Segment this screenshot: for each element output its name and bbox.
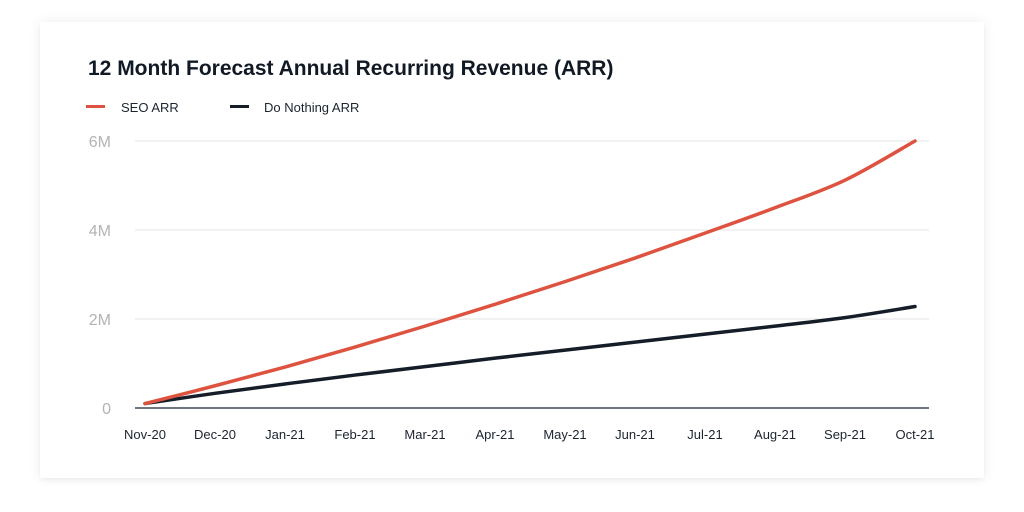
x-tick-label: Feb-21: [334, 427, 375, 442]
x-tick-label: Apr-21: [475, 427, 514, 442]
x-tick-label: Mar-21: [404, 427, 445, 442]
x-tick-label: Jul-21: [687, 427, 722, 442]
x-tick-label: Nov-20: [124, 427, 166, 442]
x-tick-label: Jan-21: [265, 427, 305, 442]
arr-forecast-chart: 12 Month Forecast Annual Recurring Reven…: [86, 57, 935, 442]
x-tick-label: Sep-21: [824, 427, 866, 442]
x-tick-label: Aug-21: [754, 427, 796, 442]
legend: SEO ARR Do Nothing ARR: [86, 100, 359, 115]
gridlines: [135, 140, 929, 409]
chart-card: 12 Month Forecast Annual Recurring Reven…: [40, 22, 984, 478]
x-tick-label: Dec-20: [194, 427, 236, 442]
chart-title: 12 Month Forecast Annual Recurring Reven…: [88, 57, 613, 80]
y-tick-label: 4M: [89, 223, 111, 240]
y-axis-ticks: 0 2M 4M 6M: [89, 134, 111, 418]
x-tick-label: May-21: [543, 427, 586, 442]
y-tick-label: 0: [102, 401, 111, 418]
legend-label-seo: SEO ARR: [121, 100, 179, 115]
series-line-seo-arr: [143, 139, 917, 406]
legend-item-do-nothing[interactable]: Do Nothing ARR: [230, 100, 359, 115]
legend-swatch-do-nothing: [230, 105, 249, 108]
legend-label-do-nothing: Do Nothing ARR: [264, 100, 359, 115]
series-lines: [143, 139, 917, 406]
x-axis-ticks: Nov-20 Dec-20 Jan-21 Feb-21 Mar-21 Apr-21 May-…: [124, 427, 934, 442]
legend-item-seo[interactable]: SEO ARR: [86, 100, 179, 115]
x-tick-label: Oct-21: [895, 427, 934, 442]
y-tick-label: 6M: [89, 134, 111, 151]
series-line-do-nothing-arr: [143, 304, 917, 406]
x-tick-label: Jun-21: [615, 427, 655, 442]
legend-swatch-seo: [86, 105, 105, 108]
y-tick-label: 2M: [89, 312, 111, 329]
